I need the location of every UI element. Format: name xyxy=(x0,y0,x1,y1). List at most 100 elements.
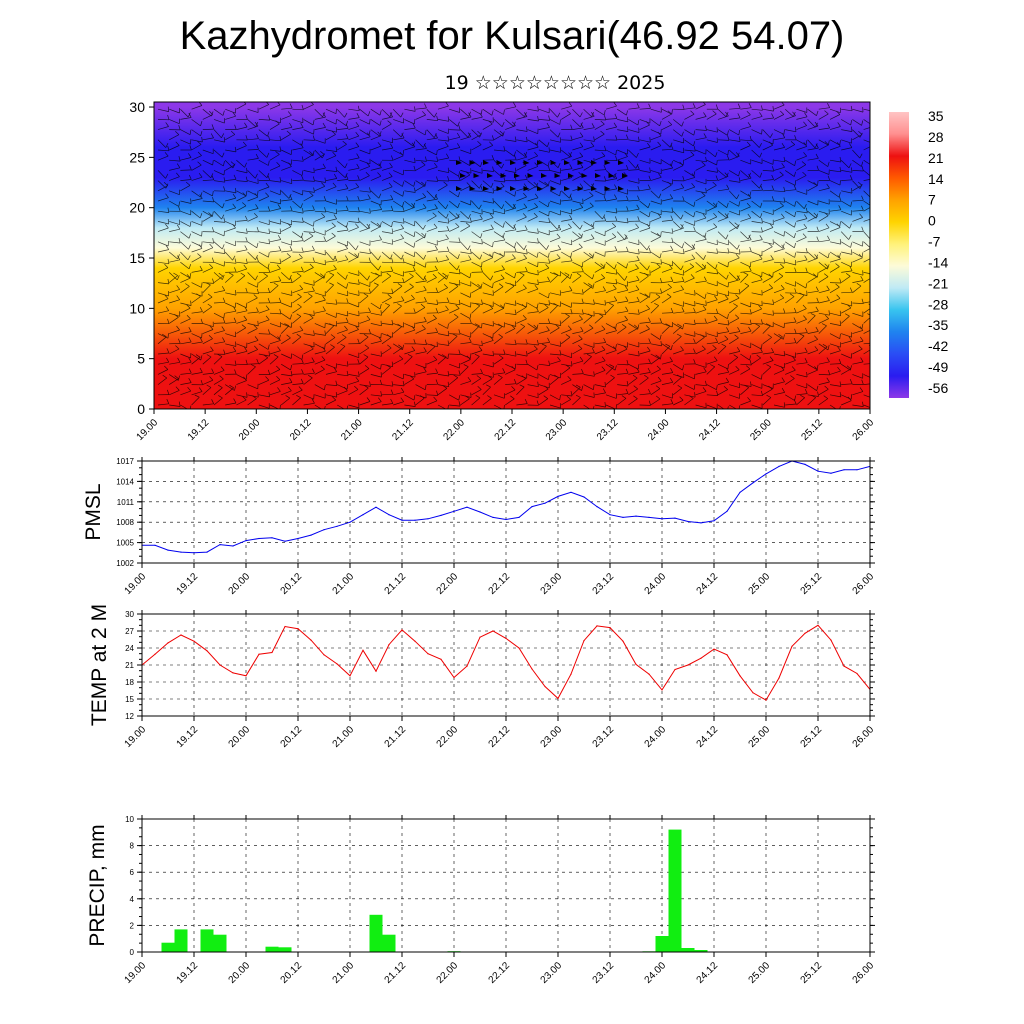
wind-barb-flag xyxy=(768,243,773,247)
wind-barb-flag xyxy=(355,131,360,137)
wind-barb xyxy=(437,238,449,243)
wind-barb-flag xyxy=(648,247,651,253)
wind-barb-flag xyxy=(701,345,706,350)
wind-barb xyxy=(762,352,774,355)
wind-barb-flag xyxy=(513,121,516,127)
wind-barb-flag xyxy=(433,133,437,138)
wind-barb xyxy=(729,117,741,120)
wind-barb-flag xyxy=(570,302,573,308)
wind-barb-flag xyxy=(425,262,427,268)
wind-barb-flag xyxy=(750,381,752,387)
wind-barb xyxy=(393,374,404,380)
wind-barb xyxy=(437,343,449,346)
wind-barb xyxy=(527,180,537,188)
wind-barb-flag xyxy=(166,399,170,404)
wind-barb-flag xyxy=(434,204,438,209)
wind-barb-flag xyxy=(502,368,506,373)
wind-barb-flag xyxy=(806,207,808,213)
wind-barb-flag xyxy=(710,364,715,368)
wind-pennant xyxy=(618,160,624,165)
wind-barb xyxy=(404,378,414,385)
wind-barb-flag xyxy=(656,263,661,268)
wind-barb-flag xyxy=(614,365,617,371)
wind-barb xyxy=(628,327,639,334)
wind-barb xyxy=(572,312,584,315)
chart-subtitle: 19 ☆☆☆☆☆☆☆☆ 2025 xyxy=(444,72,666,94)
wind-barb xyxy=(381,275,392,283)
wind-barb xyxy=(549,200,561,205)
wind-barb xyxy=(359,129,370,136)
wind-barb xyxy=(740,190,750,197)
wind-barb-flag xyxy=(346,196,349,202)
wind-barb xyxy=(751,251,763,257)
wind-barb-flag xyxy=(402,169,405,175)
heatmap-xtick-label: 26.00 xyxy=(851,417,877,443)
wind-barb xyxy=(168,251,178,260)
wind-barb xyxy=(303,139,315,141)
wind-barb xyxy=(863,248,870,253)
wind-barb xyxy=(392,251,402,260)
wind-barb-flag xyxy=(301,217,304,223)
wind-barb xyxy=(818,251,829,259)
wind-barb xyxy=(213,275,224,283)
wind-barb-flag xyxy=(335,392,338,398)
wind-barb-flag xyxy=(771,174,775,180)
wind-barb xyxy=(213,119,225,124)
wind-barb-flag xyxy=(301,247,304,253)
wind-barb xyxy=(650,108,662,113)
wind-barb-flag xyxy=(839,196,842,202)
wind-barb xyxy=(829,170,841,173)
series-point xyxy=(297,628,299,630)
wind-barb xyxy=(751,210,761,219)
wind-barb-flag xyxy=(670,345,673,350)
wind-barb xyxy=(807,384,817,391)
wind-barb xyxy=(706,251,718,254)
wind-barb-flag xyxy=(223,248,226,254)
wind-barb-flag xyxy=(514,273,517,279)
wind-barb xyxy=(404,270,416,273)
wind-barb xyxy=(852,210,864,212)
wind-barb-flag xyxy=(432,314,437,319)
wind-barb xyxy=(549,190,560,197)
wind-barb xyxy=(695,384,707,387)
wind-barb-flag xyxy=(256,307,259,313)
wind-barb xyxy=(516,251,528,255)
series-point xyxy=(557,697,559,700)
wind-barb xyxy=(639,108,651,110)
wind-barb xyxy=(236,350,248,355)
wind-barb-flag xyxy=(207,293,213,298)
wind-barb xyxy=(684,398,694,406)
wind-barb xyxy=(471,159,481,168)
series-point xyxy=(557,495,559,497)
wind-barb-flag xyxy=(682,248,685,254)
wind-barb-flag xyxy=(480,161,483,167)
wind-barb-flag xyxy=(635,223,639,228)
wind-barb-flag xyxy=(223,170,225,176)
wind-barb xyxy=(314,149,323,159)
wind-barb xyxy=(650,145,662,151)
wind-barb xyxy=(505,207,516,212)
wind-barb-flag xyxy=(412,141,416,147)
panel-xtick-label: 21.00 xyxy=(331,960,357,986)
wind-barb-flag xyxy=(654,302,659,306)
wind-barb xyxy=(863,179,870,181)
wind-barb-flag xyxy=(257,282,259,288)
wind-barb-flag xyxy=(455,222,460,228)
wind-barb-flag xyxy=(815,286,819,292)
wind-barb-flag xyxy=(369,208,371,214)
wind-barb xyxy=(247,180,259,184)
wind-barb xyxy=(169,190,180,196)
wind-barb-flag xyxy=(872,194,874,199)
wind-barb-flag xyxy=(660,231,662,237)
wind-barb-flag xyxy=(289,103,293,109)
wind-barb-flag xyxy=(513,378,517,384)
series-point xyxy=(479,636,481,638)
wind-barb xyxy=(392,285,403,294)
wind-barb-flag xyxy=(445,213,449,219)
wind-barb xyxy=(605,366,615,375)
wind-barb xyxy=(370,135,382,141)
wind-barb xyxy=(314,359,326,365)
wind-barb-flag xyxy=(210,111,214,117)
wind-barb xyxy=(325,346,335,355)
wind-barb-flag xyxy=(413,231,416,237)
